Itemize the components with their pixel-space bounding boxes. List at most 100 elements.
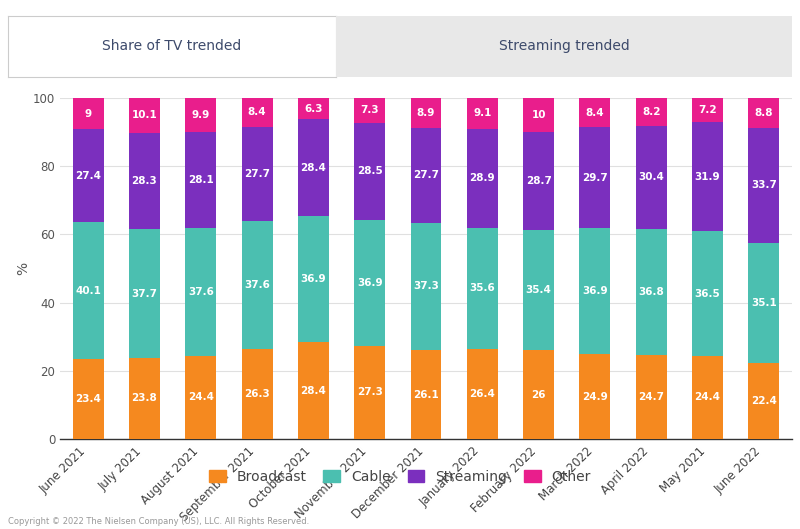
Text: 30.4: 30.4 <box>638 172 664 183</box>
Bar <box>579 98 610 127</box>
Bar <box>748 98 779 128</box>
Bar <box>242 98 273 126</box>
Bar <box>692 98 723 122</box>
Text: 22.4: 22.4 <box>751 396 777 406</box>
Bar <box>186 356 216 439</box>
Text: 24.4: 24.4 <box>188 393 214 403</box>
Bar <box>354 346 385 439</box>
Text: 27.7: 27.7 <box>413 170 439 180</box>
Bar <box>748 363 779 439</box>
Bar <box>73 129 104 222</box>
Bar <box>242 126 273 221</box>
Bar <box>73 98 104 129</box>
Bar <box>523 350 554 439</box>
Bar <box>242 221 273 349</box>
Text: 7.3: 7.3 <box>360 105 379 115</box>
Bar <box>748 128 779 243</box>
Text: 28.3: 28.3 <box>131 176 158 186</box>
Bar <box>579 127 610 228</box>
Text: 9.1: 9.1 <box>473 108 491 118</box>
Text: 37.3: 37.3 <box>413 281 439 291</box>
Text: 26: 26 <box>531 390 546 400</box>
Text: 28.1: 28.1 <box>188 175 214 185</box>
Bar <box>298 120 329 216</box>
Text: 27.3: 27.3 <box>357 388 382 397</box>
Bar <box>129 358 160 439</box>
Text: 36.9: 36.9 <box>301 274 326 284</box>
Text: 24.7: 24.7 <box>638 392 664 402</box>
Text: 28.4: 28.4 <box>301 163 326 173</box>
Bar <box>636 125 666 229</box>
Text: 28.4: 28.4 <box>301 386 326 396</box>
Text: 26.1: 26.1 <box>413 389 439 399</box>
Text: 8.2: 8.2 <box>642 106 661 116</box>
Bar <box>242 349 273 439</box>
Text: 7.2: 7.2 <box>698 105 717 115</box>
Bar <box>354 220 385 346</box>
Text: 31.9: 31.9 <box>694 172 720 182</box>
Text: 24.4: 24.4 <box>694 393 721 403</box>
Text: 8.4: 8.4 <box>248 107 266 117</box>
Bar <box>410 350 442 439</box>
Text: 8.4: 8.4 <box>586 107 604 117</box>
Legend: Broadcast, Cable, Streaming, Other: Broadcast, Cable, Streaming, Other <box>203 464 597 489</box>
Text: 29.7: 29.7 <box>582 172 608 183</box>
Bar <box>692 356 723 439</box>
Text: 6.3: 6.3 <box>304 104 322 114</box>
Text: 9.9: 9.9 <box>192 110 210 120</box>
Bar <box>298 342 329 439</box>
Bar <box>579 228 610 354</box>
Bar <box>298 98 329 120</box>
Bar <box>523 132 554 230</box>
Text: 28.5: 28.5 <box>357 167 382 176</box>
Text: Copyright © 2022 The Nielsen Company (US), LLC. All Rights Reserved.: Copyright © 2022 The Nielsen Company (US… <box>8 517 310 526</box>
Text: 35.4: 35.4 <box>526 285 551 295</box>
Bar <box>129 229 160 358</box>
Text: 8.8: 8.8 <box>754 108 773 118</box>
Text: 40.1: 40.1 <box>75 286 101 296</box>
Text: 37.6: 37.6 <box>188 287 214 297</box>
Bar <box>354 98 385 123</box>
Bar <box>636 97 666 125</box>
Text: 27.4: 27.4 <box>75 171 101 181</box>
Text: 24.9: 24.9 <box>582 391 608 402</box>
Bar <box>692 231 723 356</box>
Bar <box>692 122 723 231</box>
Text: 23.8: 23.8 <box>131 394 158 404</box>
Text: 10: 10 <box>531 110 546 120</box>
Bar <box>298 216 329 342</box>
Bar <box>523 230 554 350</box>
Bar <box>579 354 610 439</box>
Bar <box>410 223 442 350</box>
Text: 33.7: 33.7 <box>751 180 777 190</box>
Text: 26.3: 26.3 <box>244 389 270 399</box>
Bar <box>73 359 104 439</box>
Text: 37.6: 37.6 <box>244 280 270 290</box>
Bar <box>410 98 442 128</box>
Bar <box>410 128 442 223</box>
Text: 28.9: 28.9 <box>470 173 495 183</box>
Text: 27.7: 27.7 <box>244 169 270 179</box>
Text: 36.9: 36.9 <box>357 278 382 288</box>
Text: Streaming trended: Streaming trended <box>498 39 630 53</box>
Bar <box>523 97 554 132</box>
Bar <box>636 355 666 439</box>
Bar <box>467 129 498 227</box>
Bar <box>129 133 160 229</box>
Bar <box>467 227 498 349</box>
Bar <box>186 98 216 132</box>
Bar <box>73 222 104 359</box>
Bar <box>636 229 666 355</box>
Bar <box>467 98 498 129</box>
Text: 36.9: 36.9 <box>582 286 608 296</box>
Text: 10.1: 10.1 <box>131 111 158 121</box>
Bar <box>186 227 216 356</box>
Text: 28.7: 28.7 <box>526 176 551 186</box>
Bar <box>748 243 779 363</box>
Y-axis label: %: % <box>17 262 30 275</box>
Text: Share of TV trended: Share of TV trended <box>102 39 242 53</box>
Text: 37.7: 37.7 <box>131 288 158 298</box>
Text: 36.8: 36.8 <box>638 287 664 297</box>
Text: 8.9: 8.9 <box>417 108 435 118</box>
Bar <box>186 132 216 227</box>
